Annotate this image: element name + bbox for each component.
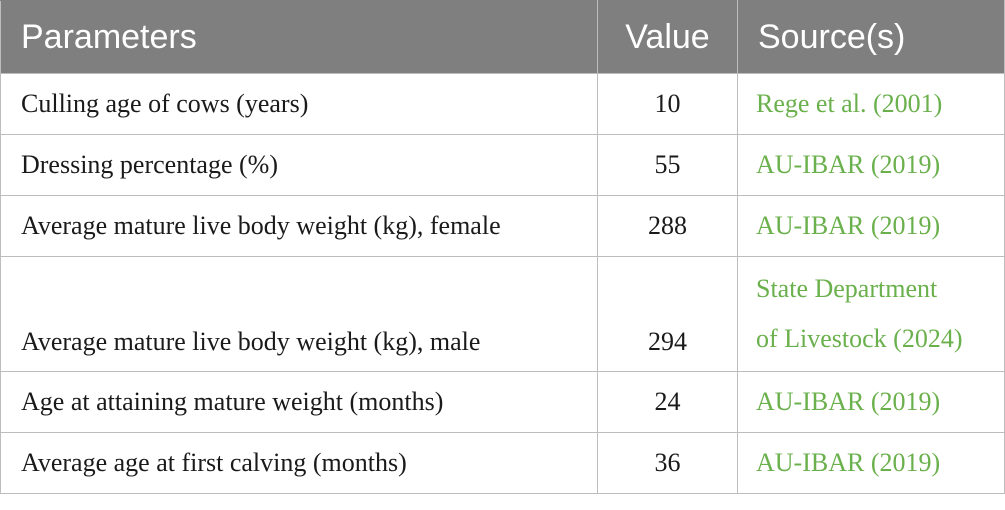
header-sources: Source(s) <box>737 0 1005 74</box>
table-row: Average age at first calving (months) 36… <box>0 432 1005 494</box>
value-cell: 10 <box>597 73 738 135</box>
value-cell: 36 <box>597 432 738 494</box>
value-cell: 55 <box>597 134 738 196</box>
parameter-cell: Average age at first calving (months) <box>0 432 598 494</box>
parameter-cell: Average mature live body weight (kg), fe… <box>0 195 598 257</box>
source-link-line: of Livestock (2024) <box>756 324 963 353</box>
table-row: Average mature live body weight (kg), ma… <box>0 256 1005 372</box>
parameter-cell: Age at attaining mature weight (months) <box>0 371 598 433</box>
table-row: Average mature live body weight (kg), fe… <box>0 195 1005 257</box>
parameters-table: Parameters Value Source(s) Culling age o… <box>0 0 1005 494</box>
table-row: Culling age of cows (years) 10 Rege et a… <box>0 73 1005 135</box>
table-row: Age at attaining mature weight (months) … <box>0 371 1005 433</box>
parameter-cell: Average mature live body weight (kg), ma… <box>0 256 598 372</box>
value-cell: 24 <box>597 371 738 433</box>
source-link[interactable]: AU-IBAR (2019) <box>737 195 1005 257</box>
table-row: Dressing percentage (%) 55 AU-IBAR (2019… <box>0 134 1005 196</box>
table-header-row: Parameters Value Source(s) <box>0 0 1005 74</box>
source-link[interactable]: Rege et al. (2001) <box>737 73 1005 135</box>
source-link-line: State Department <box>756 274 938 303</box>
header-value: Value <box>597 0 738 74</box>
value-cell: 294 <box>597 256 738 372</box>
source-link[interactable]: State Department of Livestock (2024) <box>737 256 1005 372</box>
source-link[interactable]: AU-IBAR (2019) <box>737 432 1005 494</box>
source-link[interactable]: AU-IBAR (2019) <box>737 134 1005 196</box>
source-link[interactable]: AU-IBAR (2019) <box>737 371 1005 433</box>
parameter-cell: Culling age of cows (years) <box>0 73 598 135</box>
value-cell: 288 <box>597 195 738 257</box>
header-parameters: Parameters <box>0 0 598 74</box>
parameter-cell: Dressing percentage (%) <box>0 134 598 196</box>
